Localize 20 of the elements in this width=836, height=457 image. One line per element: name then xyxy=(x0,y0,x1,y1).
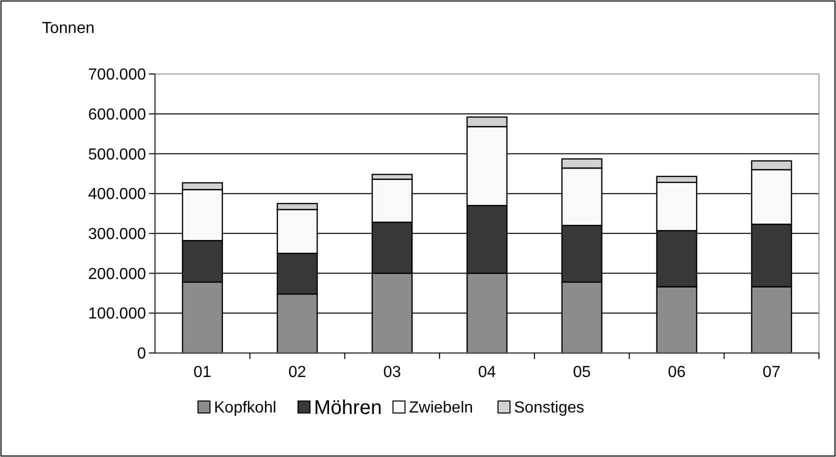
legend-label: Sonstiges xyxy=(514,400,584,417)
x-tick-label: 04 xyxy=(478,364,496,381)
y-tick-label: 200.000 xyxy=(88,266,146,283)
x-tick-label: 06 xyxy=(668,364,686,381)
x-tick-label: 05 xyxy=(572,364,591,381)
legend-label: Möhren xyxy=(314,397,382,419)
y-tick-label: 700.000 xyxy=(88,66,146,84)
y-tick-label: 600.000 xyxy=(88,106,146,124)
y-tick-label: 0 xyxy=(137,346,146,363)
legend-label: Kopfkohl xyxy=(214,400,276,417)
y-tick-label: 100.000 xyxy=(88,306,146,323)
y-tick-label: 300.000 xyxy=(88,226,146,244)
y-tick-label: 400.000 xyxy=(88,186,146,204)
y-tick-label: 500.000 xyxy=(88,146,146,164)
legend-label: Zwiebeln xyxy=(409,400,474,417)
x-tick-label: 02 xyxy=(288,364,306,381)
x-tick-label: 03 xyxy=(383,364,402,381)
x-tick-label: 07 xyxy=(762,364,781,381)
y-axis-title: Tonnen xyxy=(42,20,94,37)
x-tick-label: 01 xyxy=(194,364,212,381)
